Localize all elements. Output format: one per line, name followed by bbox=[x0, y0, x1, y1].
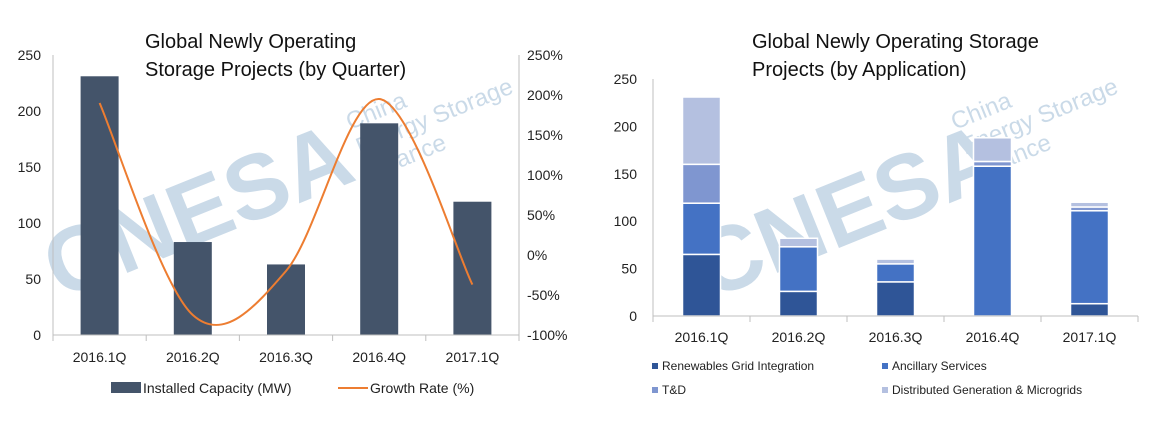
x-tick-label: 2017.1Q bbox=[446, 349, 500, 365]
x-tick-label: 2016.2Q bbox=[166, 349, 220, 365]
stacked-bar-segment bbox=[681, 202, 722, 256]
y-tick-label: 50 bbox=[25, 271, 41, 287]
legend-label-capacity: Installed Capacity (MW) bbox=[143, 380, 292, 396]
stacked-bar-segment bbox=[778, 290, 819, 317]
y2-tick-label: 250% bbox=[527, 47, 563, 63]
stacked-bar-segment bbox=[875, 258, 916, 265]
stacked-bar-segment bbox=[778, 246, 819, 293]
capacity-bar bbox=[80, 76, 119, 335]
capacity-bar bbox=[453, 201, 492, 335]
x-tick-label: 2016.4Q bbox=[352, 349, 406, 365]
legend-label: Ancillary Services bbox=[892, 359, 987, 373]
left-y-axis: 0 50 100 150 200 250 bbox=[18, 47, 54, 343]
stacked-bar-segment bbox=[681, 96, 722, 166]
stacked-bar-segment bbox=[681, 163, 722, 204]
y-tick-label: 250 bbox=[614, 71, 638, 87]
capacity-bar bbox=[267, 264, 305, 335]
stacked-bar-segment bbox=[972, 137, 1013, 163]
x-axis: 2016.1Q 2016.2Q 2016.3Q 2016.4Q 2017.1Q bbox=[652, 315, 1139, 345]
y-tick-label: 50 bbox=[621, 261, 637, 277]
y-tick-label: 250 bbox=[18, 47, 42, 63]
chart-title-line-1: Global Newly Operating Storage bbox=[752, 31, 1039, 53]
chart-legend: Renewables Grid Integration Ancillary Ser… bbox=[652, 359, 1082, 397]
y-tick-label: 200 bbox=[18, 103, 42, 119]
legend-swatch-capacity bbox=[111, 382, 141, 393]
y2-tick-label: 150% bbox=[527, 127, 563, 143]
y-tick-label: 100 bbox=[614, 213, 638, 229]
chart-title-line-2: Projects (by Application) bbox=[752, 59, 967, 81]
legend-swatch bbox=[652, 363, 658, 369]
right-y-axis: -100% -50% 0% 50% 100% 150% 200% 250% bbox=[518, 47, 567, 343]
quarter-chart: CNESA China Energy Storage Alliance Glob… bbox=[18, 31, 568, 396]
legend-label-growth: Growth Rate (%) bbox=[370, 380, 474, 396]
x-tick-label: 2016.3Q bbox=[259, 349, 313, 365]
capacity-bar bbox=[173, 242, 212, 335]
chart-title-line-1: Global Newly Operating bbox=[145, 31, 356, 53]
stacked-bar-segment bbox=[972, 165, 1013, 317]
y2-tick-label: 100% bbox=[527, 167, 563, 183]
chart-legend: Installed Capacity (MW) Growth Rate (%) bbox=[111, 380, 474, 396]
capacity-bars bbox=[80, 76, 492, 335]
x-tick-label: 2016.4Q bbox=[966, 329, 1020, 345]
stacked-bars bbox=[681, 96, 1110, 317]
stacked-bar-segment bbox=[1069, 201, 1110, 208]
stacked-bar-segment bbox=[778, 237, 819, 248]
y-tick-label: 0 bbox=[33, 327, 41, 343]
stacked-bar-segment bbox=[681, 253, 722, 317]
x-tick-label: 2017.1Q bbox=[1063, 329, 1117, 345]
y-tick-label: 200 bbox=[614, 118, 638, 134]
legend-swatch bbox=[882, 363, 888, 369]
y2-tick-label: -50% bbox=[527, 287, 560, 303]
y2-tick-label: -100% bbox=[527, 327, 567, 343]
y-tick-label: 0 bbox=[629, 308, 637, 324]
y-tick-label: 150 bbox=[18, 159, 42, 175]
x-tick-label: 2016.3Q bbox=[869, 329, 923, 345]
stacked-bar-segment bbox=[875, 263, 916, 283]
x-tick-label: 2016.2Q bbox=[772, 329, 826, 345]
growth-rate-line bbox=[98, 97, 474, 326]
chart-title-line-2: Storage Projects (by Quarter) bbox=[145, 59, 406, 81]
legend-swatch bbox=[882, 387, 888, 393]
x-tick-label: 2016.1Q bbox=[73, 349, 127, 365]
application-chart: CNESA China Energy Storage Alliance Glob… bbox=[614, 31, 1139, 397]
x-axis: 2016.1Q 2016.2Q 2016.3Q 2016.4Q 2017.1Q bbox=[52, 334, 520, 365]
legend-label: Distributed Generation & Microgrids bbox=[892, 383, 1082, 397]
legend-label: T&D bbox=[662, 383, 686, 397]
y2-tick-label: 0% bbox=[527, 247, 547, 263]
legend-swatch bbox=[652, 387, 658, 393]
stacked-bar-segment bbox=[1069, 210, 1110, 305]
y-axis: 0 50 100 150 200 250 bbox=[614, 71, 654, 324]
stacked-bar-segment bbox=[875, 281, 916, 317]
stacked-bar-segment bbox=[1069, 302, 1110, 317]
legend-label: Renewables Grid Integration bbox=[662, 359, 814, 373]
capacity-bar bbox=[360, 123, 399, 335]
y2-tick-label: 50% bbox=[527, 207, 555, 223]
y-tick-label: 150 bbox=[614, 166, 638, 182]
x-tick-label: 2016.1Q bbox=[675, 329, 729, 345]
y-tick-label: 100 bbox=[18, 215, 42, 231]
y2-tick-label: 200% bbox=[527, 87, 563, 103]
